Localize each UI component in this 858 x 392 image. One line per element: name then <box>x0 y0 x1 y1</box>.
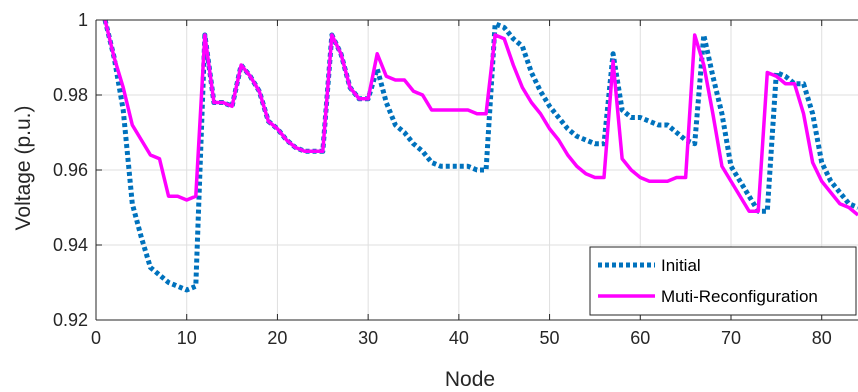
x-tick-label: 0 <box>91 328 101 348</box>
x-tick-label: 60 <box>630 328 650 348</box>
x-tick-label: 70 <box>721 328 741 348</box>
legend: Initial Muti-Reconfiguration <box>589 246 857 316</box>
y-tick-label: 0.98 <box>53 85 88 105</box>
series-group <box>102 19 858 293</box>
legend-label-initial: Initial <box>661 256 701 275</box>
series-line-muti-reconfiguration <box>103 19 858 217</box>
x-tick-label: 30 <box>358 328 378 348</box>
y-axis-label: Voltage (p.u.) <box>12 106 35 231</box>
legend-label-muti-reconfiguration: Muti-Reconfiguration <box>661 287 818 306</box>
x-tick-label: 20 <box>267 328 287 348</box>
x-tick-label: 80 <box>812 328 832 348</box>
y-tick-label: 1 <box>78 10 88 30</box>
y-tick-label: 0.92 <box>53 310 88 330</box>
y-tick-label: 0.96 <box>53 160 88 180</box>
x-tick-label: 10 <box>177 328 197 348</box>
x-tick-label: 50 <box>540 328 560 348</box>
tick-labels: 0 10 20 30 40 50 60 70 80 0.92 0.94 0.96 0.98 1 <box>53 10 832 348</box>
x-axis-label: Node <box>445 368 495 391</box>
axes <box>95 19 858 321</box>
legend-box <box>589 246 857 316</box>
x-tick-label: 40 <box>449 328 469 348</box>
y-tick-label: 0.94 <box>53 235 88 255</box>
